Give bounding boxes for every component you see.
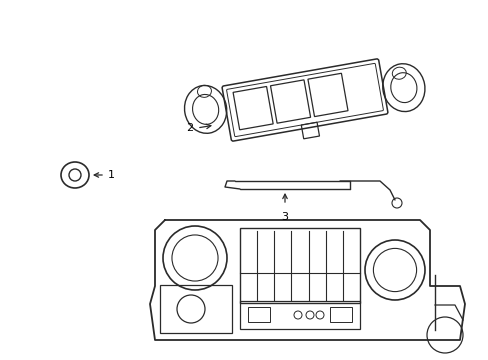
Text: 2: 2 bbox=[185, 123, 193, 133]
Bar bbox=[247, 307, 269, 322]
Bar bbox=[240, 301, 359, 329]
Bar bbox=[240, 228, 359, 303]
Bar bbox=[307, 73, 347, 117]
Bar bbox=[160, 285, 231, 333]
Bar bbox=[329, 307, 351, 322]
Text: 3: 3 bbox=[281, 212, 288, 222]
Bar bbox=[270, 80, 310, 123]
Bar bbox=[233, 86, 273, 130]
Bar bbox=[301, 122, 319, 139]
Text: 1: 1 bbox=[108, 170, 115, 180]
